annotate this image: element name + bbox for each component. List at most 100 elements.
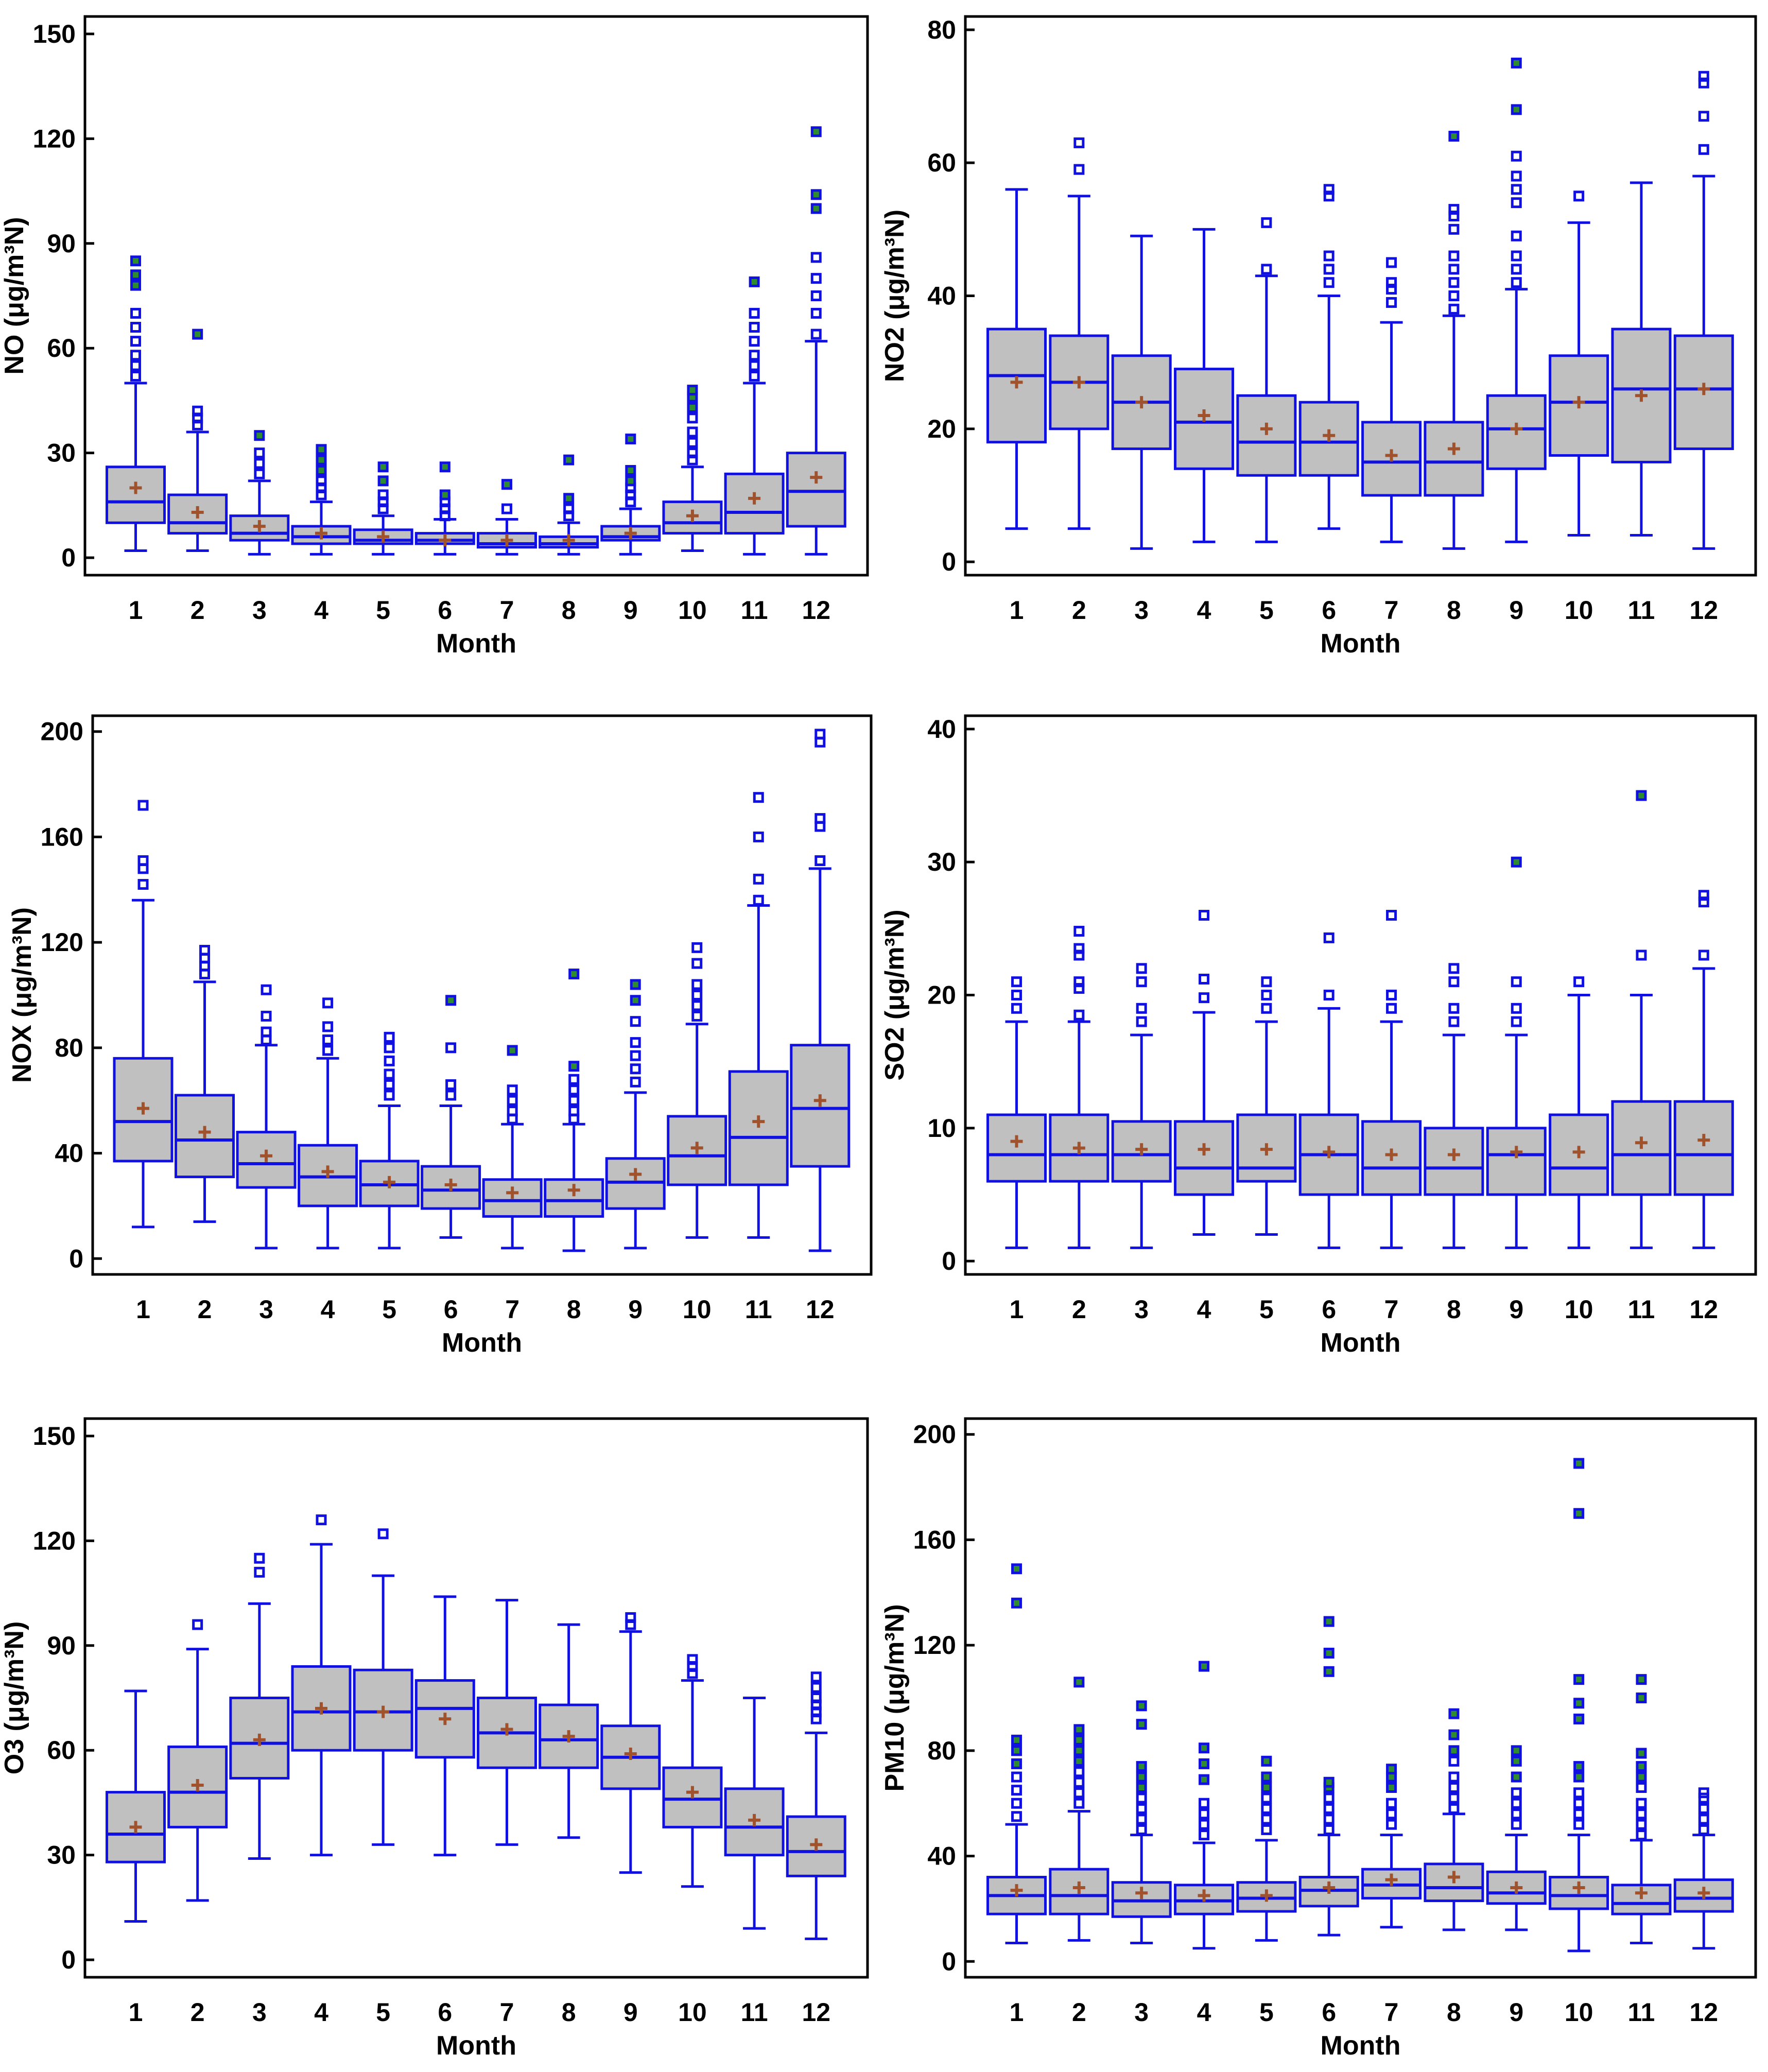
box-month-12	[790, 729, 851, 1252]
outlier-point	[1011, 1003, 1022, 1014]
y-tick-label: 20	[927, 981, 956, 1010]
iqr-box	[1174, 1120, 1235, 1196]
y-tick-label: 90	[47, 229, 76, 258]
box-month-7	[476, 1599, 537, 1846]
outlier-point	[261, 1010, 272, 1022]
y-tick-label: 60	[47, 334, 76, 362]
outlier-point	[1199, 1808, 1210, 1820]
x-tick-label: 6	[438, 1998, 452, 2027]
far-outlier-point	[625, 434, 636, 445]
x-tick-label: 8	[562, 596, 576, 625]
box-month-3	[229, 430, 290, 556]
box-month-7	[482, 1045, 543, 1250]
outlier-point	[261, 984, 272, 995]
box-month-11	[1611, 181, 1672, 537]
x-axis-title: Month	[436, 629, 516, 659]
x-tick-label: 8	[1447, 1295, 1461, 1324]
far-outlier-point	[1199, 1758, 1210, 1769]
outlier-point	[1011, 1771, 1022, 1783]
outlier-point	[1636, 1819, 1647, 1830]
far-outlier-point	[810, 126, 822, 137]
box-month-3	[236, 984, 297, 1250]
x-tick-label: 4	[314, 1998, 328, 2027]
far-outlier-point	[630, 979, 641, 990]
box-month-3	[1111, 963, 1172, 1249]
outlier-point	[1136, 1003, 1147, 1014]
outlier-point	[1448, 1003, 1460, 1014]
far-outlier-point	[1573, 1698, 1585, 1709]
box-month-1	[986, 976, 1047, 1249]
outlier-point	[1261, 1803, 1272, 1814]
x-tick-label: 6	[1322, 1295, 1336, 1324]
far-outlier-point	[1573, 1508, 1585, 1519]
outlier-point	[384, 1079, 395, 1091]
x-tick-label: 11	[745, 1295, 772, 1324]
x-tick-label: 7	[1384, 1998, 1399, 2027]
y-axis-title: NO (μg/m³N)	[0, 217, 29, 374]
x-tick-label: 3	[252, 596, 267, 625]
outlier-point	[1698, 71, 1709, 82]
y-tick-label: 200	[41, 717, 83, 746]
far-outlier-point	[1511, 1755, 1522, 1767]
outlier-point	[1136, 1016, 1147, 1027]
y-axis-title: NOX (μg/m³N)	[7, 907, 37, 1083]
far-outlier-point	[1511, 104, 1522, 115]
outlier-point	[1073, 1766, 1085, 1777]
x-axis-title: Month	[442, 1328, 522, 1358]
box-month-6	[1298, 932, 1359, 1249]
outlier-point	[384, 1090, 395, 1101]
far-outlier-point	[1136, 1719, 1147, 1730]
y-tick-label: 30	[47, 439, 76, 468]
x-tick-label: 10	[683, 1295, 712, 1324]
x-tick-label: 7	[500, 1998, 514, 2027]
x-tick-label: 10	[678, 1998, 707, 2027]
box-month-10	[1549, 976, 1609, 1249]
far-outlier-point	[568, 1061, 580, 1072]
outlier-point	[384, 1042, 395, 1054]
box-month-9	[605, 979, 666, 1250]
x-tick-label: 6	[444, 1295, 458, 1324]
x-tick-label: 11	[1628, 1295, 1655, 1324]
box-month-10	[1549, 191, 1609, 537]
outlier-point	[1073, 164, 1085, 175]
box-month-10	[1549, 1458, 1609, 1953]
x-tick-label: 7	[1384, 1295, 1399, 1324]
outlier-point	[1573, 1787, 1585, 1799]
outlier-point	[1323, 277, 1334, 288]
x-tick-label: 3	[1134, 1295, 1149, 1324]
outlier-point	[377, 1528, 389, 1540]
outlier-point	[130, 350, 142, 361]
outlier-point	[1448, 264, 1460, 275]
outlier-point	[568, 1074, 580, 1085]
box-month-8	[1424, 1708, 1484, 1931]
far-outlier-point	[1636, 790, 1647, 801]
far-outlier-point	[1511, 1771, 1522, 1783]
outlier-point	[810, 329, 822, 340]
outlier-point	[687, 447, 698, 459]
x-tick-label: 3	[1134, 596, 1149, 625]
x-tick-label: 8	[562, 1998, 576, 2027]
outlier-point	[1636, 1798, 1647, 1809]
box-month-3	[1111, 1700, 1172, 1944]
y-tick-label: 0	[942, 547, 956, 576]
far-outlier-point	[130, 269, 142, 281]
far-outlier-point	[316, 454, 327, 465]
outlier-point	[1511, 264, 1522, 275]
far-outlier-point	[1261, 1755, 1272, 1767]
outlier-point	[749, 307, 760, 319]
outlier-point	[1511, 250, 1522, 262]
outlier-point	[1511, 197, 1522, 209]
outlier-point	[445, 1079, 457, 1091]
box-month-5	[1236, 976, 1297, 1236]
box-month-5	[1236, 1755, 1297, 1942]
x-tick-label: 10	[1565, 1295, 1593, 1324]
outlier-point	[1511, 170, 1522, 182]
outlier-point	[384, 1055, 395, 1066]
x-tick-label: 11	[741, 1998, 768, 2027]
far-outlier-point	[192, 329, 203, 340]
box-month-7	[1361, 910, 1422, 1249]
box-month-8	[1424, 963, 1484, 1249]
outlier-point	[1011, 976, 1022, 988]
box-month-2	[175, 944, 235, 1223]
